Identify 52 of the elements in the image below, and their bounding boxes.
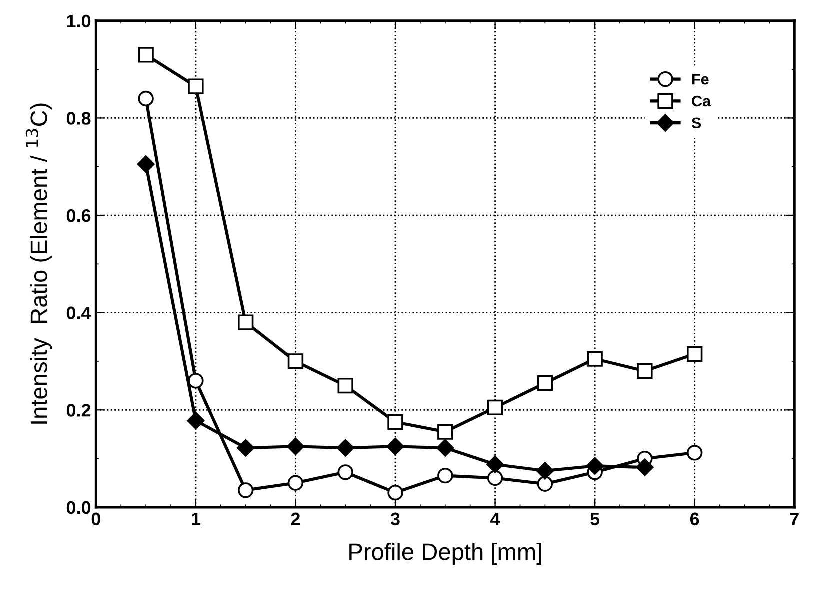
point xyxy=(487,470,504,486)
x-tick-label: 5 xyxy=(590,512,600,526)
y-tick-label: 0.8 xyxy=(66,112,91,125)
point xyxy=(238,314,254,330)
x-tick-label: 4 xyxy=(490,512,500,526)
legend-label: Ca xyxy=(692,96,712,107)
point xyxy=(686,346,703,362)
point xyxy=(536,462,554,480)
point xyxy=(286,438,304,456)
x-tick-label: 6 xyxy=(690,512,700,526)
point xyxy=(336,439,354,457)
point xyxy=(637,363,653,380)
point xyxy=(338,378,354,394)
point xyxy=(388,485,404,501)
point xyxy=(386,438,404,456)
point xyxy=(537,376,554,392)
point xyxy=(338,464,354,480)
legend-label: Fe xyxy=(692,74,709,85)
x-tick-label: 2 xyxy=(291,512,300,526)
y-tick-label: 0.0 xyxy=(66,501,91,514)
point xyxy=(138,47,154,63)
point xyxy=(188,78,204,94)
point xyxy=(188,373,204,389)
point xyxy=(187,412,205,430)
point xyxy=(138,90,154,107)
point xyxy=(486,456,504,474)
point xyxy=(237,439,255,457)
point xyxy=(686,445,703,461)
point xyxy=(288,354,304,370)
y-axis-title: Intensity Ratio (Element / $^{13}$C) xyxy=(26,104,52,424)
point xyxy=(586,457,604,475)
x-axis-title: Profile Depth [mm] xyxy=(350,543,542,566)
y-tick-label: 1.0 xyxy=(67,14,91,28)
point xyxy=(288,475,304,491)
point xyxy=(587,351,603,367)
point xyxy=(436,439,454,457)
y-tick-label: 0.6 xyxy=(66,209,91,222)
point xyxy=(487,400,504,416)
point xyxy=(438,468,454,484)
point xyxy=(438,424,454,440)
y-tick-label: 0.2 xyxy=(66,404,91,417)
point xyxy=(238,482,254,498)
x-tick-label: 1 xyxy=(192,512,200,526)
y-tick-label: 0.4 xyxy=(66,306,92,320)
x-tick-label: 0 xyxy=(92,512,100,526)
point xyxy=(388,414,404,430)
x-tick-label: 3 xyxy=(390,512,400,526)
point xyxy=(537,476,554,492)
x-tick-label: 7 xyxy=(790,512,799,526)
point xyxy=(636,458,654,476)
point xyxy=(137,156,155,174)
legend-label: S xyxy=(692,118,702,129)
